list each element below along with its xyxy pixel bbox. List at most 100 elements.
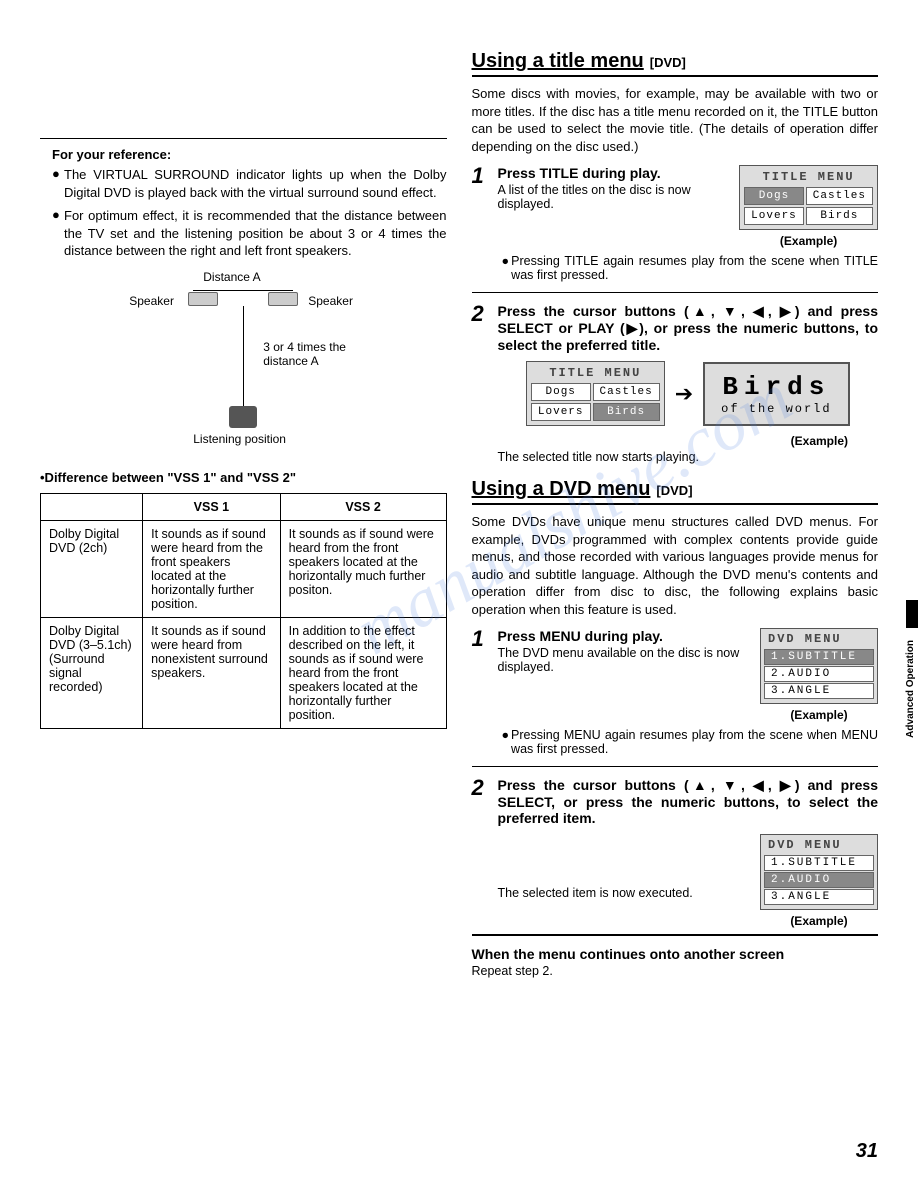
example-label: (Example)	[760, 914, 878, 928]
distance-a-label: Distance A	[203, 270, 260, 284]
right-column: Using a title menu [DVD] Some discs with…	[472, 50, 879, 978]
divider	[40, 138, 447, 139]
table-cell: It sounds as if sound were heard from no…	[143, 617, 280, 728]
page-number: 31	[856, 1140, 878, 1163]
step-number: 1	[472, 628, 490, 722]
example-label: (Example)	[498, 434, 879, 448]
arrow-right-icon: ➔	[675, 381, 693, 407]
dvd-menu-box: DVD MENU 1.SUBTITLE 2.AUDIO 3.ANGLE	[760, 834, 878, 910]
step-after-text: The selected title now starts playing.	[498, 450, 879, 464]
heading-tag: [DVD]	[656, 483, 692, 498]
speaker-diagram: Distance A Speaker Speaker 3 or 4 times …	[93, 270, 393, 450]
note-body: Pressing MENU again resumes play from th…	[511, 728, 878, 756]
step-block: 1 Press TITLE during play. A list of the…	[472, 165, 879, 248]
vss-difference-title: •Difference between "VSS 1" and "VSS 2"	[40, 470, 447, 485]
bullet-item: ● For optimum effect, it is recommended …	[52, 207, 447, 260]
menu-title: TITLE MENU	[744, 170, 873, 184]
menu-row: 3.ANGLE	[764, 683, 874, 699]
heading-text: Using a title menu	[472, 50, 644, 73]
intro-paragraph: Some DVDs have unique menu structures ca…	[472, 513, 879, 618]
menu-cell: Birds	[806, 207, 873, 225]
playing-title: Birds	[721, 372, 831, 402]
heading-text: Using a DVD menu	[472, 478, 651, 501]
menu-cell: Lovers	[744, 207, 804, 225]
divider	[472, 934, 879, 936]
table-header: VSS 1	[143, 493, 280, 520]
note-text: ● Pressing MENU again resumes play from …	[502, 728, 879, 756]
footer-description: Repeat step 2.	[472, 964, 879, 978]
diagram-line	[243, 306, 244, 406]
intro-paragraph: Some discs with movies, for example, may…	[472, 85, 879, 155]
step-title: Press the cursor buttons (▲, ▼, ◀, ▶) an…	[498, 777, 879, 826]
menu-cell: Castles	[806, 187, 873, 205]
menu-row: 3.ANGLE	[764, 889, 874, 905]
menu-row-selected: 2.AUDIO	[764, 872, 874, 888]
divider	[472, 292, 879, 293]
section-heading: Using a title menu [DVD]	[472, 50, 879, 77]
note-text: ● Pressing TITLE again resumes play from…	[502, 254, 879, 282]
table-row: Dolby Digital DVD (3–5.1ch) (Surround si…	[41, 617, 447, 728]
bullet-icon: ●	[52, 166, 64, 201]
dvd-menu-box: DVD MENU 1.SUBTITLE 2.AUDIO 3.ANGLE	[760, 628, 878, 704]
title-menu-box: TITLE MENU Dogs Castles Lovers Birds	[526, 361, 665, 426]
example-label: (Example)	[760, 708, 878, 722]
step-block: 1 Press MENU during play. The DVD menu a…	[472, 628, 879, 722]
table-cell: It sounds as if sound were heard from th…	[143, 520, 280, 617]
speaker-right-label: Speaker	[308, 294, 353, 308]
menu-row-selected: 1.SUBTITLE	[764, 649, 874, 665]
step-number: 2	[472, 777, 490, 928]
distance-mid-label: 3 or 4 times the distance A	[263, 340, 373, 368]
step-block: 2 Press the cursor buttons (▲, ▼, ◀, ▶) …	[472, 303, 879, 464]
reference-title: For your reference:	[52, 147, 447, 162]
step-description: A list of the titles on the disc is now …	[498, 183, 730, 211]
vss-table: VSS 1 VSS 2 Dolby Digital DVD (2ch) It s…	[40, 493, 447, 729]
bullet-text: For optimum effect, it is recommended th…	[64, 207, 447, 260]
bullet-icon: ●	[52, 207, 64, 260]
table-cell: Dolby Digital DVD (2ch)	[41, 520, 143, 617]
menu-cell-selected: Birds	[593, 403, 660, 421]
step-number: 2	[472, 303, 490, 464]
footer-title: When the menu continues onto another scr…	[472, 946, 879, 962]
table-header: VSS 2	[280, 493, 446, 520]
table-header-blank	[41, 493, 143, 520]
table-cell: In addition to the effect described on t…	[280, 617, 446, 728]
menu-cell: Castles	[593, 383, 660, 401]
table-row: Dolby Digital DVD (2ch) It sounds as if …	[41, 520, 447, 617]
example-label: (Example)	[739, 234, 878, 248]
speaker-left-label: Speaker	[129, 294, 174, 308]
table-cell: It sounds as if sound were heard from th…	[280, 520, 446, 617]
section-heading: Using a DVD menu [DVD]	[472, 478, 879, 505]
menu-title: TITLE MENU	[531, 366, 660, 380]
side-tab	[906, 600, 918, 628]
step-block: 2 Press the cursor buttons (▲, ▼, ◀, ▶) …	[472, 777, 879, 928]
bullet-text: The VIRTUAL SURROUND indicator lights up…	[64, 166, 447, 201]
title-menu-box: TITLE MENU Dogs Castles Lovers Birds	[739, 165, 878, 230]
left-column: For your reference: ● The VIRTUAL SURROU…	[40, 50, 447, 978]
step-description: The DVD menu available on the disc is no…	[498, 646, 751, 674]
menu-title: DVD MENU	[764, 632, 874, 646]
note-body: Pressing TITLE again resumes play from t…	[511, 254, 878, 282]
listening-position-label: Listening position	[193, 432, 286, 446]
heading-tag: [DVD]	[650, 55, 686, 70]
menu-title: DVD MENU	[764, 838, 874, 852]
side-label: Advanced Operation	[905, 640, 916, 738]
menu-row: 1.SUBTITLE	[764, 855, 874, 871]
bullet-item: ● The VIRTUAL SURROUND indicator lights …	[52, 166, 447, 201]
step-number: 1	[472, 165, 490, 248]
step-title: Press the cursor buttons (▲, ▼, ◀, ▶) an…	[498, 303, 879, 353]
speaker-right-icon	[268, 292, 298, 306]
diagram-line	[193, 290, 293, 291]
menu-cell-selected: Dogs	[744, 187, 804, 205]
step-title: Press TITLE during play.	[498, 165, 730, 181]
menu-cell: Lovers	[531, 403, 591, 421]
menu-row: 2.AUDIO	[764, 666, 874, 682]
step-after-text: The selected item is now executed.	[498, 886, 751, 900]
speaker-left-icon	[188, 292, 218, 306]
tv-icon	[229, 406, 257, 428]
playing-subtitle: of the world	[721, 402, 831, 416]
table-cell: Dolby Digital DVD (3–5.1ch) (Surround si…	[41, 617, 143, 728]
divider	[472, 766, 879, 767]
playing-title-box: Birds of the world	[703, 362, 849, 426]
step-title: Press MENU during play.	[498, 628, 751, 644]
menu-cell: Dogs	[531, 383, 591, 401]
